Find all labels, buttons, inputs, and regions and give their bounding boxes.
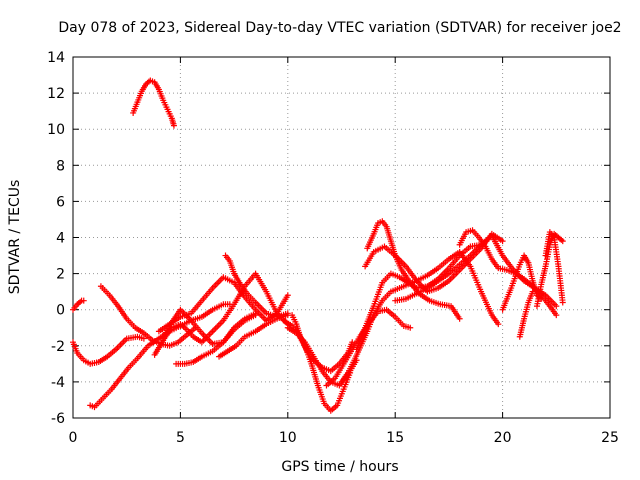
y-tick-label: 0 [56,303,65,319]
y-tick-label: 6 [56,194,65,210]
y-tick-label: 10 [47,122,65,138]
y-tick-label: -6 [51,411,65,427]
series-arc15 [323,306,414,389]
axis-ticks: 0 5 10 15 20 25 -6 -4 -2 0 2 4 6 8 10 12 14 [47,50,619,446]
series-arc21 [456,227,560,319]
data-point [284,292,291,299]
series-arc14 [289,312,356,375]
y-axis-label: SDTVAR / TECUs [7,180,23,295]
x-tick-label: 10 [279,430,297,446]
y-tick-label: -2 [51,339,65,355]
data-point [407,324,414,331]
series-arc23 [516,288,536,340]
y-tick-label: -4 [51,375,65,391]
data-point [349,339,356,346]
data-point [495,321,502,328]
data-point [252,312,259,319]
chart-title: Day 078 of 2023, Sidereal Day-to-day VTE… [58,20,621,36]
data-point [529,288,536,295]
series-arc4 [97,283,199,349]
data-point [284,310,291,317]
data-point [170,122,177,129]
data-point [80,297,87,304]
data-point [456,315,463,322]
x-tick-label: 25 [601,430,619,446]
y-tick-label: 4 [56,231,65,247]
series-arc24 [533,230,566,310]
series-arc10 [216,312,291,360]
x-tick-label: 20 [494,430,512,446]
x-tick-label: 5 [176,430,185,446]
data-point [499,238,506,245]
data-point [559,238,566,245]
data-point [553,312,560,319]
data-points [70,77,566,414]
series-arc11 [222,252,291,320]
x-axis-label: GPS time / hours [281,459,398,475]
x-tick-label: 15 [386,430,404,446]
series-arc2 [70,333,147,367]
data-point [140,335,147,342]
series-arc1 [70,297,87,313]
y-tick-label: 14 [47,50,65,66]
data-point [553,303,560,310]
series-arc25 [542,229,566,306]
y-tick-label: 12 [47,86,65,102]
series-arc9 [173,312,259,367]
series-arc5 [130,77,177,129]
grid-lines [73,57,610,418]
data-point [559,299,566,306]
y-tick-label: 8 [56,158,65,174]
y-tick-label: 2 [56,267,65,283]
x-tick-label: 0 [69,430,78,446]
